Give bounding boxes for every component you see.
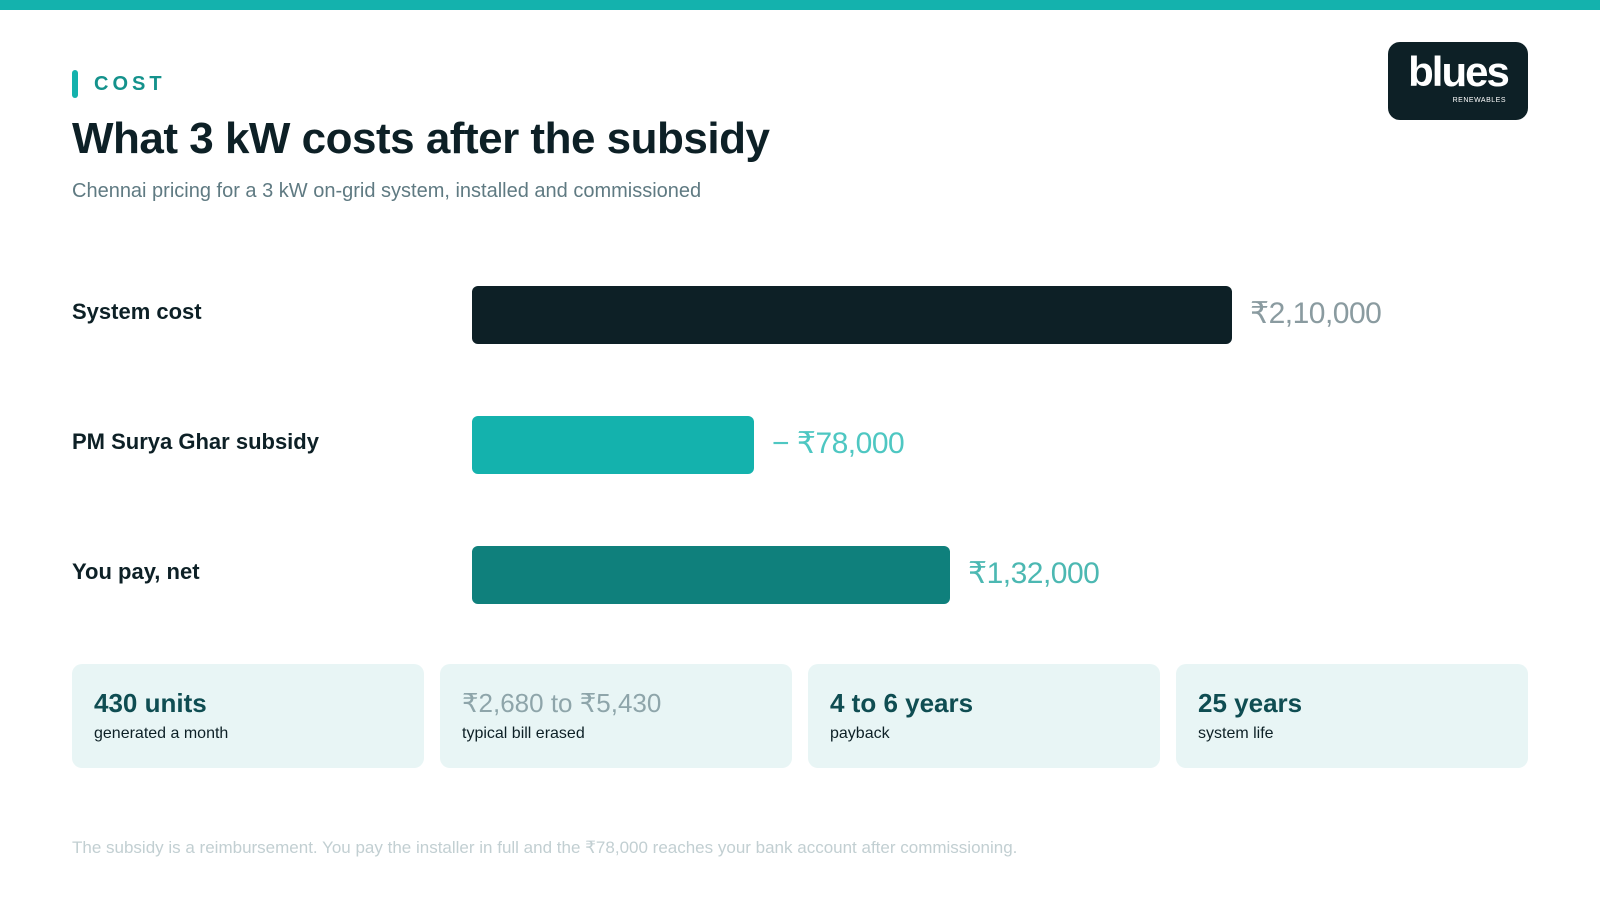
stat-card-generation: 430 units generated a month — [72, 664, 424, 768]
cost-bar-chart: System cost ₹2,10,000 PM Surya Ghar subsid… — [72, 286, 1382, 604]
bar-category-label: You pay, net — [72, 559, 200, 584]
eyebrow-label: COST — [94, 72, 166, 95]
page-title: What 3 kW costs after the subsidy — [72, 114, 770, 163]
page-subtitle: Chennai pricing for a 3 kW on-grid syste… — [72, 180, 702, 202]
bar — [472, 546, 950, 604]
stat-label: system life — [1198, 725, 1274, 742]
section-eyebrow: COST — [72, 70, 166, 98]
stat-value: ₹2,680 to ₹5,430 — [462, 688, 662, 718]
bar-category-label: PM Surya Ghar subsidy — [72, 429, 319, 454]
accent-top-bar — [0, 0, 1600, 10]
bar-value-label: ₹1,32,000 — [968, 557, 1100, 590]
stat-card-payback: 4 to 6 years payback — [808, 664, 1160, 768]
stat-value: 430 units — [94, 688, 207, 718]
stat-label: generated a month — [94, 725, 229, 742]
logo-wordmark: blues — [1408, 48, 1510, 95]
stat-label: typical bill erased — [462, 725, 585, 742]
bar — [472, 286, 1232, 344]
bar-value-label: − ₹78,000 — [772, 427, 905, 460]
logo-subtext: RENEWABLES — [1452, 97, 1506, 104]
bar-category-label: System cost — [72, 299, 202, 324]
stat-value: 4 to 6 years — [830, 688, 974, 718]
stats-row: 430 units generated a month ₹2,680 to ₹5… — [72, 664, 1528, 768]
bar — [472, 416, 754, 474]
brand-logo: blues RENEWABLES — [1388, 42, 1528, 120]
stat-label: payback — [830, 725, 890, 742]
stat-card-life: 25 years system life — [1176, 664, 1528, 768]
stat-card-bill: ₹2,680 to ₹5,430 typical bill erased — [440, 664, 792, 768]
stat-value: 25 years — [1198, 688, 1303, 718]
eyebrow-marker — [72, 70, 78, 98]
footnote: The subsidy is a reimbursement. You pay … — [72, 838, 1018, 857]
bar-value-label: ₹2,10,000 — [1250, 297, 1382, 330]
